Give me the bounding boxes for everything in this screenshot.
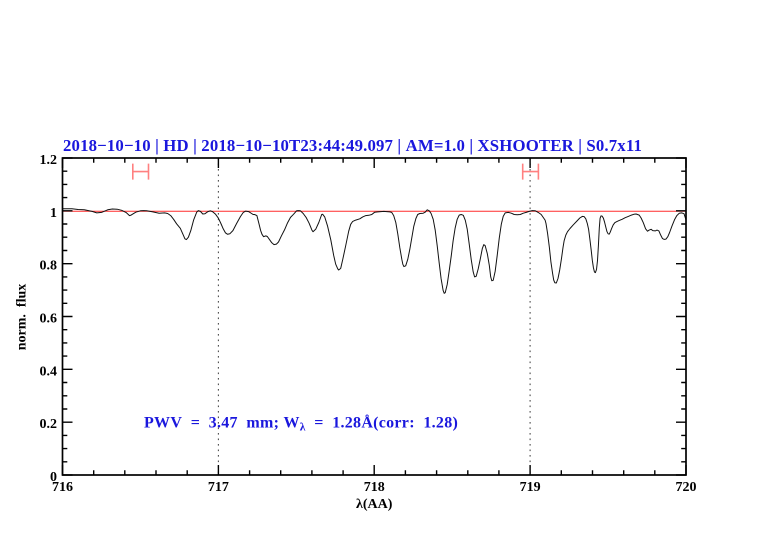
svg-text:λ(AA): λ(AA): [356, 497, 393, 512]
svg-text:717: 717: [208, 480, 229, 495]
svg-text:0.8: 0.8: [40, 259, 58, 274]
svg-text:720: 720: [676, 480, 697, 495]
svg-text:716: 716: [52, 480, 73, 495]
svg-text:0.2: 0.2: [40, 417, 58, 432]
svg-text:norm. flux: norm. flux: [15, 284, 30, 351]
svg-text:1: 1: [50, 206, 57, 221]
svg-text:1.2: 1.2: [40, 153, 58, 168]
svg-text:0: 0: [50, 470, 57, 485]
svg-text:0.6: 0.6: [40, 312, 58, 327]
svg-text:2018−10−10 | HD | 2018−10−10T2: 2018−10−10 | HD | 2018−10−10T23:44:49.09…: [63, 136, 642, 155]
svg-text:719: 719: [520, 480, 541, 495]
svg-text:PWV = 3.47 mm; Wλ = 1.28Å: PWV = 3.47 mm; Wλ = 1.28Å(corr: 1.28): [144, 414, 458, 434]
svg-text:718: 718: [364, 480, 385, 495]
svg-text:0.4: 0.4: [40, 364, 58, 379]
